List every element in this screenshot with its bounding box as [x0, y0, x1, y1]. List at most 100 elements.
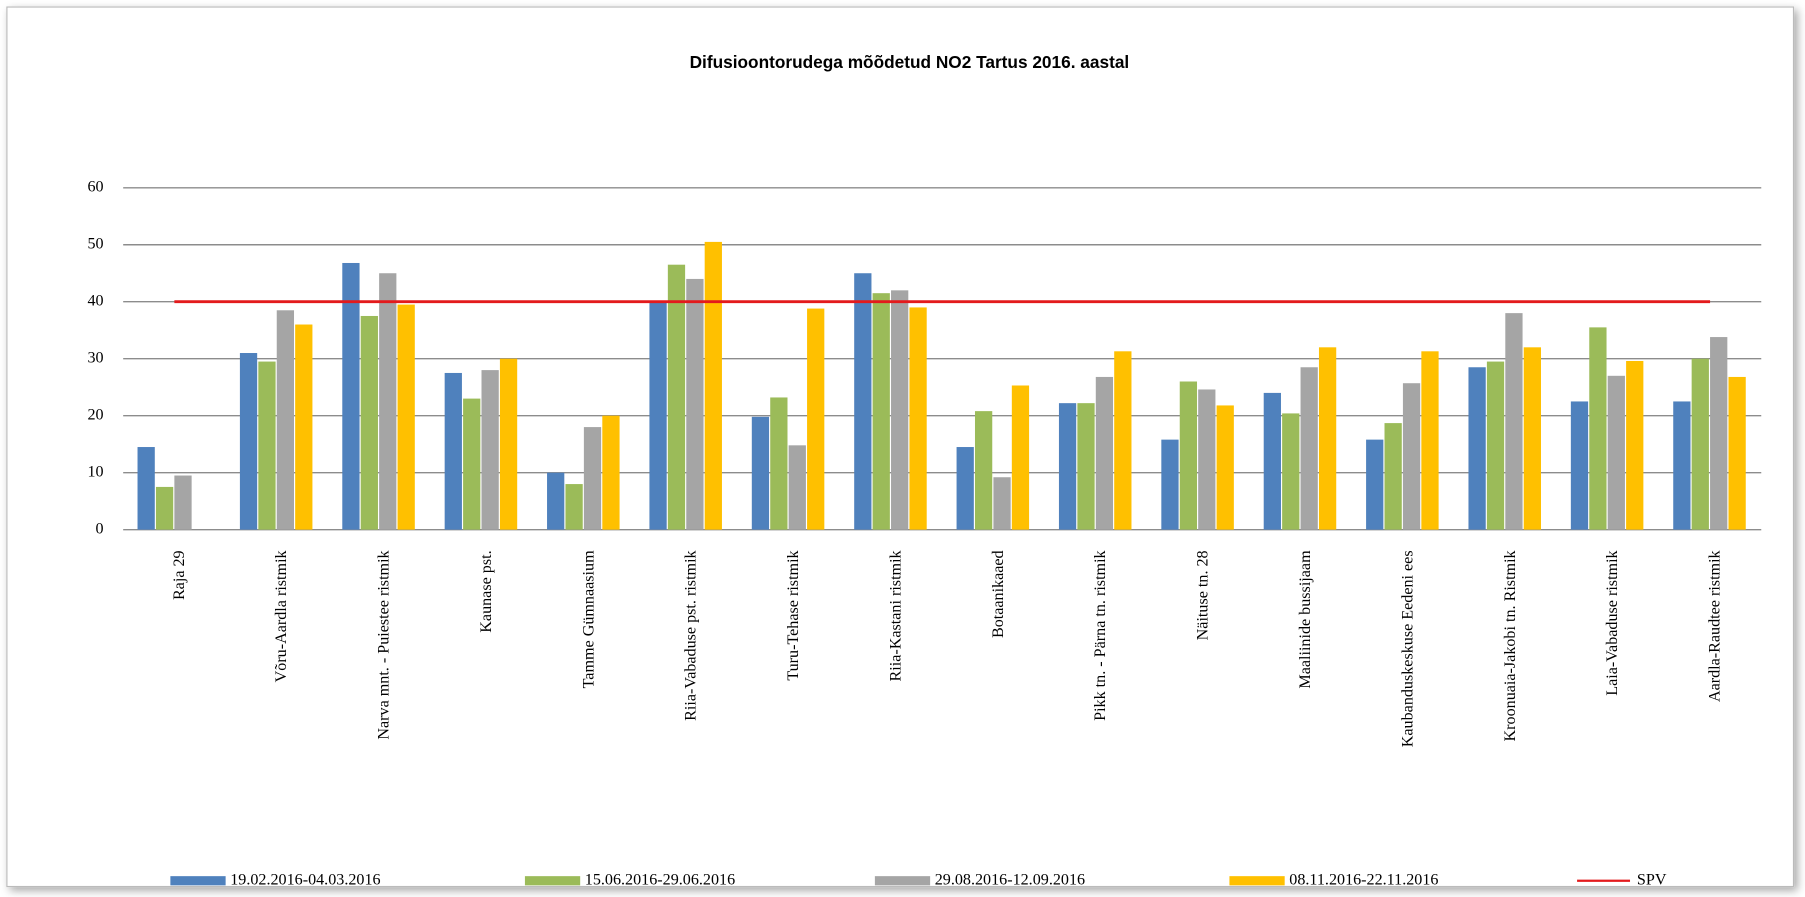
chart-title: Difusioontorudega mõõdetud NO2 Tartus 20… [690, 52, 1130, 72]
bar [602, 415, 620, 530]
bar [956, 447, 974, 530]
bar [1402, 383, 1421, 530]
x-tick-label: Kroonuaia-Jakobi tn. Ristmik [1502, 549, 1519, 741]
bar [463, 398, 481, 530]
y-tick-label: 40 [87, 292, 103, 309]
bar [1058, 403, 1077, 530]
y-tick-label: 30 [87, 349, 103, 366]
bar [258, 361, 276, 530]
bar [1673, 401, 1691, 530]
x-tick-label: Näituse tn. 28 [1195, 550, 1212, 640]
bar [1505, 313, 1523, 530]
bar [1691, 358, 1709, 530]
legend-swatch [874, 876, 931, 886]
bar [667, 264, 686, 530]
x-tick-label: Botaanikaaed [990, 550, 1007, 638]
bar [499, 358, 518, 530]
legend: 19.02.2016-04.03.2016 15.06.2016-29.06.20… [170, 871, 1667, 888]
bar [1366, 439, 1384, 530]
x-tick-label: Kaunase pst. [478, 550, 495, 632]
x-tick-label: Kaubanduskeskuse Eedeni ees [1399, 550, 1416, 747]
bar [1728, 376, 1746, 530]
bar [1179, 381, 1198, 530]
x-tick-label: Tamme Gümnaasium [580, 550, 597, 688]
bar [137, 447, 155, 530]
bar [1077, 403, 1095, 530]
bar [583, 427, 602, 530]
bar [1384, 423, 1402, 530]
bar [1263, 392, 1281, 530]
y-tick-label: 10 [87, 463, 103, 480]
bar [342, 262, 360, 530]
bar [686, 278, 704, 530]
bar [1095, 376, 1114, 530]
bar [1318, 347, 1337, 530]
bar [1421, 351, 1439, 530]
bar [1607, 375, 1625, 530]
bar [909, 307, 927, 530]
y-tick-label: 20 [87, 406, 103, 423]
x-tick-label: Riia-Vabaduse pst. ristmik [683, 549, 700, 720]
bar [872, 293, 890, 530]
bar [481, 370, 499, 530]
bar [565, 484, 583, 530]
x-tick-label: Riia-Kastani ristmik [887, 549, 904, 681]
legend-swatch [1229, 876, 1285, 886]
bar [1570, 401, 1589, 530]
bar [1710, 337, 1728, 530]
bar [993, 477, 1011, 530]
y-tick-label: 60 [87, 178, 103, 195]
bar [1114, 351, 1132, 530]
x-tick-label: Raja 29 [171, 550, 188, 600]
plot-area: 0 10 20 30 40 50 60 Raja 29 Võru-Aardla ristmik N… [87, 178, 1762, 747]
bar [174, 475, 192, 530]
legend-label: 29.08.2016-12.09.2016 [935, 871, 1085, 888]
bar [1523, 347, 1541, 530]
bar [1198, 389, 1216, 530]
bar [1468, 367, 1486, 530]
x-tick-label: Narva mnt. - Puiestee ristmik [376, 549, 393, 739]
bar [770, 397, 788, 530]
bar [1282, 413, 1300, 530]
x-tick-label: Võru-Aardla ristmik [273, 549, 290, 682]
bar [239, 353, 258, 530]
x-tick-label: Pikk tn. - Pärna tn. ristmik [1092, 549, 1109, 720]
bar [379, 273, 397, 530]
x-tick-label: Aardla-Raudtee ristmik [1707, 549, 1724, 702]
bar [649, 301, 667, 530]
y-tick-label: 50 [87, 235, 103, 252]
bar [974, 411, 993, 530]
legend-label: SPV [1637, 871, 1667, 888]
x-tick-label: Maaliinide bussijaam [1297, 550, 1314, 689]
legend-swatch [524, 876, 581, 886]
bar [360, 315, 378, 530]
bar [1216, 405, 1234, 530]
bar [444, 372, 462, 530]
bar [704, 241, 722, 530]
bar [1626, 360, 1644, 530]
bar [1486, 361, 1505, 530]
bar [276, 310, 295, 530]
bar [854, 273, 872, 530]
bar [547, 472, 565, 530]
x-tick-label: Laia-Vabaduse ristmik [1604, 549, 1621, 695]
legend-label: 15.06.2016-29.06.2016 [585, 871, 735, 888]
bar [295, 324, 313, 530]
bar [397, 304, 415, 530]
y-tick-label: 0 [96, 520, 104, 537]
bar [1300, 367, 1318, 530]
legend-swatch [170, 876, 226, 886]
bar [155, 486, 174, 530]
bar [891, 290, 909, 530]
bar [1589, 327, 1607, 530]
legend-label: 08.11.2016-22.11.2016 [1289, 871, 1438, 888]
x-tick-label: Turu-Tehase ristmik [785, 549, 802, 680]
bar [1011, 385, 1030, 530]
legend-label: 19.02.2016-04.03.2016 [230, 871, 380, 888]
bar [751, 416, 770, 530]
bar [807, 308, 825, 530]
bar [788, 445, 806, 530]
bar [1161, 439, 1179, 530]
